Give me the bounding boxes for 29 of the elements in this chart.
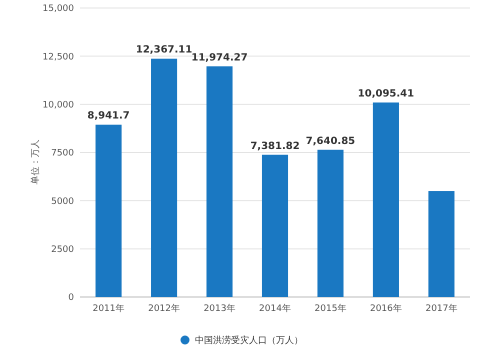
- data-label: 10,095.41: [358, 88, 414, 100]
- y-tick-label: 7500: [51, 148, 74, 159]
- y-tick-label: 2500: [51, 244, 74, 255]
- x-tick-label: 2014年: [259, 303, 291, 314]
- data-label: 12,367.11: [136, 44, 192, 56]
- bar: [372, 102, 399, 297]
- y-tick-label: 12,500: [42, 52, 74, 62]
- x-tick-label: 2013年: [204, 303, 236, 314]
- y-tick-label: 15,000: [42, 4, 74, 14]
- x-tick-label: 2017年: [425, 303, 458, 314]
- bar: [206, 66, 233, 297]
- x-tick-label: 2015年: [314, 303, 346, 314]
- bar: [96, 124, 122, 297]
- bar: [262, 154, 288, 297]
- data-label: 8,941.7: [87, 110, 130, 122]
- x-tick-label: 2011年: [92, 303, 125, 314]
- bar: [317, 150, 344, 297]
- data-label: 11,974.27: [191, 52, 248, 64]
- y-axis-title: 单位：万人: [30, 140, 41, 185]
- legend-label: 中国洪涝受灾人口（万人）: [195, 335, 303, 346]
- y-tick-label: 5000: [51, 196, 74, 207]
- x-tick-label: 2016年: [370, 303, 402, 314]
- bar: [428, 191, 454, 297]
- y-tick-label: 0: [68, 293, 74, 304]
- bar: [151, 58, 178, 297]
- y-tick-label: 10,000: [42, 100, 74, 110]
- data-label: 7,381.82: [250, 140, 300, 152]
- data-label: 7,640.85: [306, 136, 356, 147]
- x-tick-label: 2012年: [148, 303, 180, 314]
